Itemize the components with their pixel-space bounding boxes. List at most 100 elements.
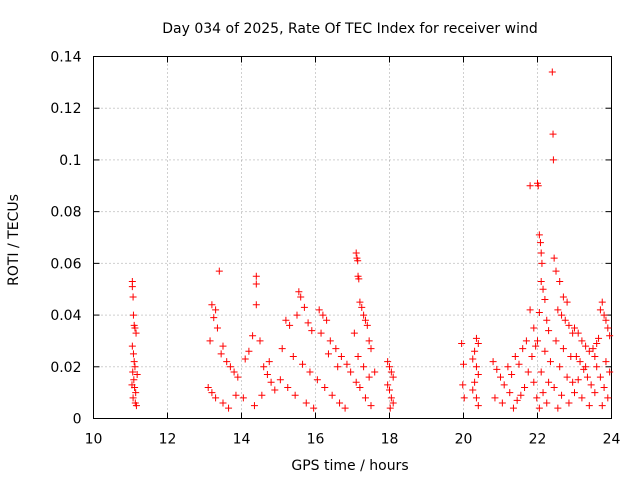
data-point xyxy=(132,329,140,337)
data-point xyxy=(129,394,137,402)
data-point xyxy=(535,231,543,239)
data-point xyxy=(319,311,327,319)
data-point xyxy=(212,306,220,314)
data-point xyxy=(489,358,497,366)
data-point xyxy=(556,277,564,285)
data-point xyxy=(286,321,294,329)
data-point xyxy=(572,352,580,360)
data-point xyxy=(129,293,137,301)
data-point xyxy=(250,402,258,410)
x-axis-label: GPS time / hours xyxy=(291,458,408,474)
data-point xyxy=(498,399,506,407)
data-point xyxy=(258,391,266,399)
data-point xyxy=(219,342,227,350)
data-point xyxy=(537,249,545,257)
data-point xyxy=(360,311,368,319)
x-tick-label: 22 xyxy=(529,432,547,448)
data-point xyxy=(129,368,137,376)
y-tick-label: 0.1 xyxy=(59,153,81,169)
data-point xyxy=(389,373,397,381)
data-point xyxy=(569,378,577,386)
data-point xyxy=(371,368,379,376)
data-point xyxy=(545,327,553,335)
data-point xyxy=(504,363,512,371)
data-point xyxy=(252,280,260,288)
data-point xyxy=(602,316,610,324)
data-point xyxy=(304,319,312,327)
data-point xyxy=(208,389,216,397)
y-tick-label: 0.02 xyxy=(50,360,81,376)
data-point xyxy=(548,68,556,76)
data-point xyxy=(472,394,480,402)
data-point xyxy=(284,383,292,391)
data-point xyxy=(535,404,543,412)
data-point xyxy=(252,272,260,280)
data-point xyxy=(291,391,299,399)
data-point xyxy=(528,352,536,360)
data-point xyxy=(386,363,393,371)
data-point xyxy=(606,332,614,340)
data-point xyxy=(265,358,273,366)
data-point xyxy=(387,368,395,376)
data-point xyxy=(386,386,393,394)
data-point xyxy=(133,371,141,379)
data-point xyxy=(282,316,290,324)
data-point xyxy=(128,381,136,389)
data-point xyxy=(300,303,308,311)
data-point xyxy=(128,283,136,291)
data-point xyxy=(232,391,240,399)
data-point xyxy=(239,394,247,402)
data-point xyxy=(500,381,508,389)
data-point xyxy=(596,306,604,314)
data-point xyxy=(260,363,268,371)
data-point xyxy=(241,355,249,363)
data-point xyxy=(337,352,345,360)
y-tick-label: 0.14 xyxy=(50,50,81,66)
data-point xyxy=(585,402,593,410)
data-point xyxy=(130,376,138,384)
data-point xyxy=(293,311,301,319)
data-point xyxy=(459,381,467,389)
data-point xyxy=(583,373,591,381)
data-point xyxy=(129,350,137,358)
data-point xyxy=(223,358,231,366)
data-point xyxy=(521,383,529,391)
data-point xyxy=(604,324,612,332)
plot-frame xyxy=(93,56,612,419)
y-tick-label: 0 xyxy=(73,412,82,428)
data-point xyxy=(363,321,371,329)
data-point xyxy=(565,321,573,329)
data-point xyxy=(491,394,499,402)
data-point xyxy=(598,298,606,306)
data-point xyxy=(598,402,606,410)
data-point xyxy=(132,389,140,397)
data-point xyxy=(347,368,355,376)
data-point xyxy=(245,347,253,355)
data-point xyxy=(289,352,297,360)
data-point xyxy=(558,391,566,399)
data-point xyxy=(252,301,260,309)
data-point xyxy=(317,329,325,337)
data-point xyxy=(356,383,364,391)
data-point xyxy=(596,373,604,381)
data-point xyxy=(589,345,597,353)
data-point xyxy=(559,293,567,301)
data-point xyxy=(128,342,136,350)
data-point xyxy=(267,378,275,386)
data-point xyxy=(602,358,610,366)
data-point xyxy=(513,396,521,404)
data-point xyxy=(210,314,218,322)
data-point xyxy=(474,402,482,410)
data-point xyxy=(361,316,369,324)
x-tick-label: 24 xyxy=(603,432,621,448)
data-point xyxy=(519,345,527,353)
data-point xyxy=(387,394,395,402)
y-tick-label: 0.12 xyxy=(50,101,81,117)
data-point xyxy=(310,404,318,412)
data-point xyxy=(549,156,557,164)
data-point xyxy=(563,373,571,381)
x-tick-label: 16 xyxy=(307,432,325,448)
data-point xyxy=(554,306,562,314)
data-point xyxy=(469,355,477,363)
data-point xyxy=(355,275,363,283)
